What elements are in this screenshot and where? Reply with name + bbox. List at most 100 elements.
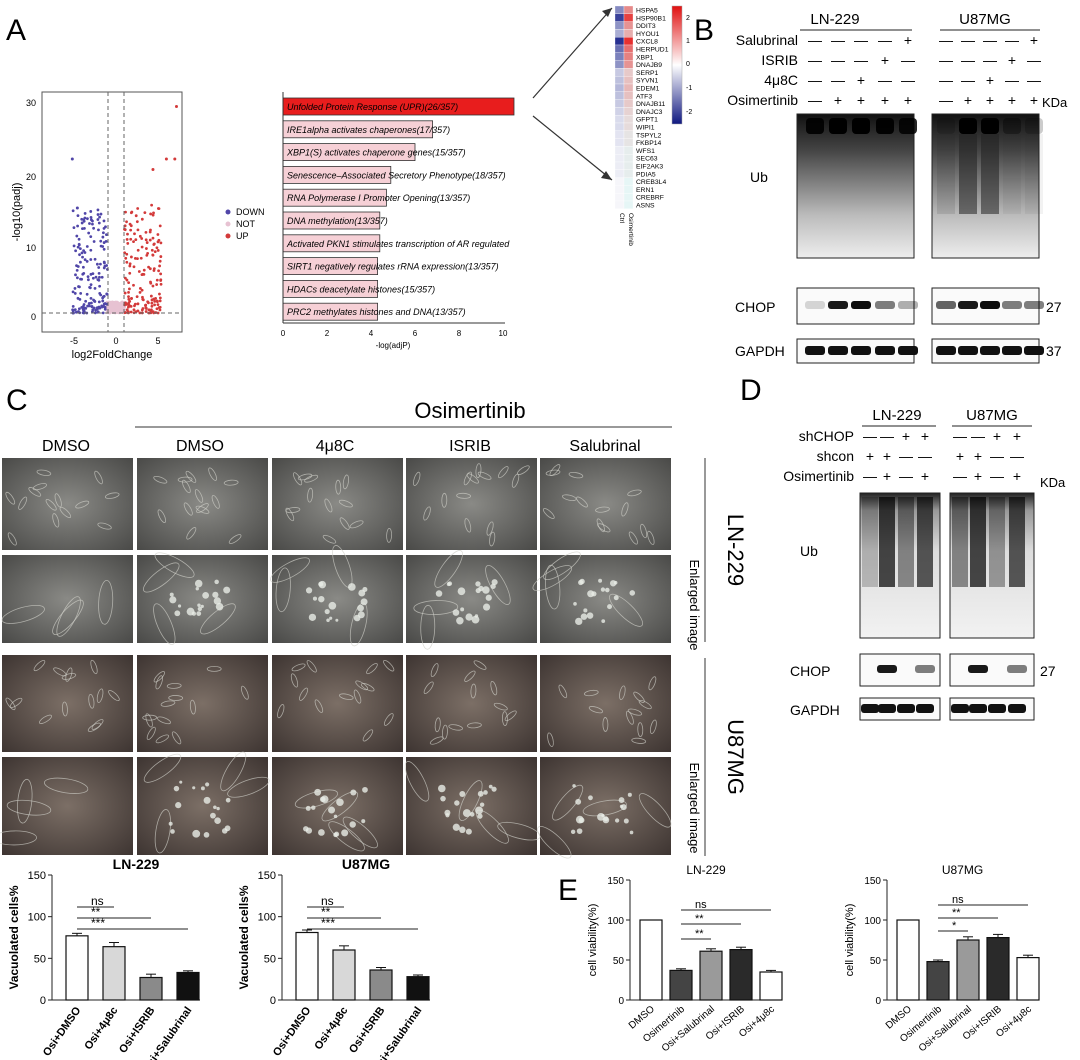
vacuole [576, 828, 583, 834]
enrich-xtick: 2 [325, 329, 330, 338]
blot-sign: + [974, 468, 982, 484]
bar-ytick-label: 100 [258, 912, 276, 924]
vacuole [202, 591, 210, 599]
blot-band [861, 704, 879, 713]
volcano-point [141, 295, 144, 299]
volcano-point [105, 233, 108, 237]
cell-outline [464, 518, 472, 533]
cell-outline [290, 673, 299, 688]
cell-outline [626, 710, 634, 725]
cell-outline [5, 697, 16, 711]
cell-outline [206, 665, 222, 672]
bar-ylabel: Vacuolated cells% [237, 885, 251, 989]
heatmap-cell [614, 130, 625, 139]
bar-ylabel: cell viability(%) [587, 904, 599, 977]
bar-ytick-label: 100 [864, 916, 881, 927]
cell-outline [486, 521, 494, 536]
volcano-point [147, 265, 150, 269]
blot-band [828, 301, 848, 309]
cell-outline [157, 509, 167, 523]
heatmap-gene-label: HSP90B1 [636, 15, 666, 22]
volcano-point [102, 294, 106, 298]
blot-band [1007, 665, 1027, 673]
volcano-point [92, 226, 96, 230]
volcano-ytick: 30 [26, 98, 36, 108]
cell-outline [588, 706, 604, 714]
vacuole [360, 598, 368, 606]
blot-band [989, 497, 1005, 587]
vacuole [614, 818, 620, 823]
heatmap-cell [614, 122, 625, 131]
volcano-point [127, 301, 131, 305]
blot-band [981, 118, 999, 134]
cell-outline [168, 695, 184, 701]
volcano-point [93, 299, 96, 303]
heatmap-cell [614, 21, 625, 30]
vacuole [479, 802, 485, 807]
vacuole [195, 587, 199, 591]
blot-band [917, 497, 933, 587]
vacuole [333, 814, 338, 819]
heatmap-cell [614, 5, 625, 14]
blot-sign: + [1008, 92, 1016, 108]
micro-col-label: ISRIB [449, 438, 491, 455]
micrograph-tile [137, 555, 268, 643]
vacuole [169, 596, 177, 604]
blot-band [970, 497, 986, 587]
volcano-point [97, 278, 101, 282]
blot-sign: + [834, 92, 842, 108]
volcano-point [143, 211, 147, 215]
volcano-point [74, 249, 78, 253]
volcano-point [158, 296, 162, 300]
micrograph-tile [540, 757, 671, 855]
volcano-point [149, 212, 153, 216]
vacuole [350, 789, 357, 796]
vacuole [438, 784, 446, 793]
blot-band [980, 346, 1000, 355]
heatmap-cell [614, 29, 625, 38]
cell-outline [240, 685, 249, 700]
volcano-point [79, 260, 82, 264]
volcano-ytick: 10 [26, 243, 36, 253]
cell-outline [631, 737, 647, 744]
volcano-point [92, 240, 96, 243]
volcano-point [111, 308, 114, 311]
cell-outline [349, 520, 364, 529]
volcano-point [101, 235, 105, 239]
blot-sign: — [961, 32, 975, 48]
volcano-point [107, 308, 111, 311]
micrograph-tile [272, 555, 403, 643]
cell-outline [490, 680, 498, 696]
cell-outline [166, 682, 182, 689]
volcano-point [87, 231, 91, 235]
bar-ytick-label: 0 [875, 996, 881, 1007]
blotd-kda: KDa [1040, 475, 1066, 490]
micro-row-ln229: LN-229 [723, 514, 748, 586]
cell-outline [464, 670, 476, 682]
blot-band [1025, 118, 1043, 134]
cell-outline [277, 704, 285, 719]
vacuole [336, 798, 344, 807]
volcano-point [158, 299, 162, 303]
vacuole [361, 819, 366, 824]
vacuole [588, 795, 593, 801]
legend-up: UP [236, 231, 249, 241]
volcano-point [159, 255, 163, 258]
vacuole [575, 617, 583, 626]
volcano-point [76, 224, 79, 228]
significance-label: ** [952, 907, 961, 919]
heatmap-col-osimertinib: Osimertinib [627, 213, 634, 246]
volcano-point [151, 253, 155, 257]
blot-band [988, 704, 1006, 713]
volcano-point [95, 262, 99, 266]
cell-outline [353, 689, 362, 704]
volcano-point [91, 222, 94, 226]
volcano-point [133, 256, 137, 260]
micrograph-tile [540, 458, 671, 550]
cell-outline [196, 503, 209, 513]
volcano-point [98, 284, 102, 288]
blot-sign: — [854, 52, 868, 68]
blotd-line-u87mg: U87MG [966, 407, 1018, 424]
blot-band [879, 497, 895, 587]
significance-label: *** [91, 916, 105, 930]
